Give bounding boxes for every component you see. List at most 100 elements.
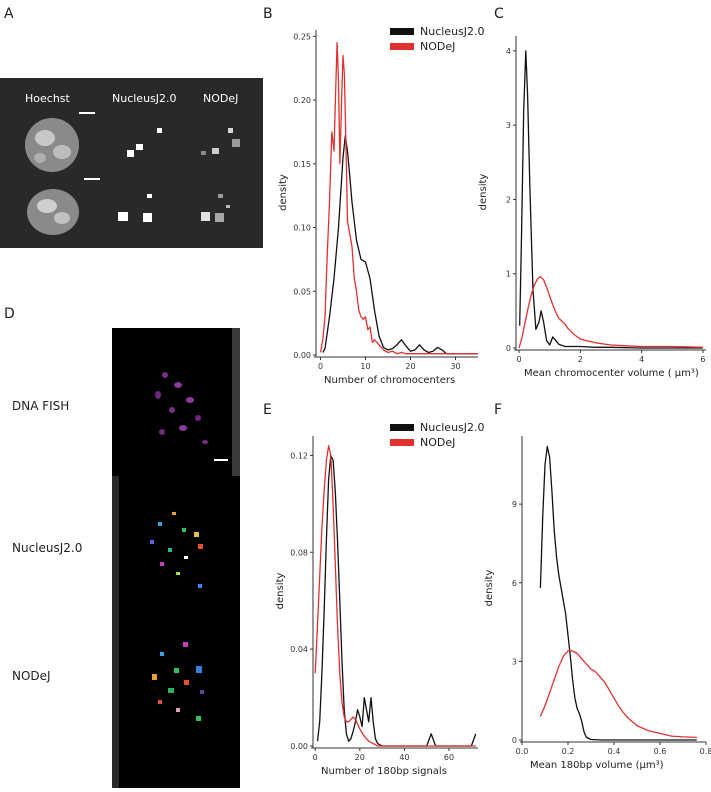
- fish-signal: [155, 391, 161, 399]
- series-line-nodej: [518, 276, 703, 349]
- segmented-spot: [160, 562, 164, 566]
- y-axis-label: density: [478, 174, 489, 211]
- y-tick-label: 2: [506, 195, 511, 204]
- y-tick-label: 4: [506, 47, 511, 56]
- nucleus-image: [27, 189, 79, 235]
- segmented-spot: [174, 668, 179, 673]
- segmented-spot: [184, 680, 189, 685]
- series-line-nucleusj: [539, 445, 697, 741]
- y-tick-label: 0.15: [293, 160, 311, 169]
- y-tick-label: 9: [512, 500, 517, 509]
- nucleus-image: [25, 118, 79, 172]
- x-tick-label: 0.8: [700, 747, 711, 756]
- segmented-spot: [157, 128, 162, 133]
- chromocenter-spot: [35, 130, 55, 146]
- segmented-spot: [215, 213, 224, 222]
- segmented-spot: [176, 708, 180, 712]
- y-tick-label: 0.20: [293, 96, 311, 105]
- panel-letter-e: E: [263, 402, 272, 418]
- legend-label-nodej: NODeJ: [420, 436, 455, 449]
- segmented-spot: [160, 652, 164, 656]
- segmented-spot: [198, 584, 202, 588]
- scale-bar: [214, 459, 228, 461]
- x-tick-label: 6: [700, 355, 705, 364]
- panel-letter-d: D: [4, 306, 15, 322]
- y-tick-label: 0.00: [293, 351, 311, 360]
- scale-bar: [79, 112, 95, 114]
- y-tick-label: 0.04: [290, 645, 308, 654]
- row-label-dna-fish: DNA FISH: [12, 399, 69, 413]
- chart-c: 0 2 4 6 0 1 2 3 4 Mean chromocenter volume ( μm³)…: [478, 36, 706, 379]
- fish-signal: [174, 382, 182, 388]
- segmented-spot: [198, 544, 203, 549]
- scale-bar: [84, 178, 100, 180]
- x-tick-label: 4: [639, 355, 644, 364]
- segmented-spot: [226, 205, 230, 208]
- legend-label-nucleusj: NucleusJ2.0: [420, 421, 485, 434]
- series-line-nucleusj: [519, 50, 703, 349]
- segmented-spot: [201, 151, 206, 155]
- x-axis-label: Mean chromocenter volume ( μm³): [524, 368, 699, 379]
- x-tick-label: 20: [355, 753, 365, 762]
- legend-swatch-nucleusj: [390, 424, 414, 431]
- panel-letter-f: F: [494, 402, 502, 418]
- segmented-spot: [158, 522, 162, 526]
- fish-signal: [179, 425, 187, 431]
- segmented-spot: [194, 532, 199, 537]
- x-tick-label: 30: [450, 362, 460, 371]
- legend-label-nucleusj: NucleusJ2.0: [420, 25, 485, 38]
- segmented-spot: [212, 148, 219, 154]
- segmented-spot: [172, 512, 176, 515]
- fish-signal: [169, 407, 175, 413]
- y-axis-label: density: [275, 573, 286, 610]
- chart-f: 0.0 0.2 0.4 0.6 0.8 0 3 6 9 Mean 180bp volume (μm…: [484, 436, 711, 771]
- legend-swatch-nucleusj: [390, 28, 414, 35]
- chromocenter-spot: [53, 145, 71, 159]
- micro-label-hoechst: Hoechst: [25, 92, 71, 105]
- y-tick-label: 0: [506, 344, 511, 353]
- panel-d-micrograph: DNA FISH NucleusJ2.0 NODeJ: [12, 328, 240, 788]
- image-border: [112, 476, 119, 788]
- series-line-nucleusj: [322, 135, 478, 355]
- segmented-spot: [127, 150, 134, 157]
- segmented-spot: [183, 642, 188, 647]
- y-tick-label: 0.25: [293, 32, 311, 41]
- panel-letter-b: B: [263, 6, 273, 22]
- x-tick-label: 0.2: [562, 747, 575, 756]
- segmented-spot: [228, 128, 233, 133]
- chromocenter-spot: [54, 212, 70, 224]
- y-tick-label: 0.10: [293, 224, 311, 233]
- x-tick-label: 60: [444, 753, 454, 762]
- x-tick-label: 0: [313, 753, 318, 762]
- fish-signal: [159, 429, 165, 435]
- segmented-spot: [200, 690, 204, 694]
- series-line-nodej: [314, 445, 476, 747]
- fish-signal: [195, 415, 201, 421]
- fish-signal: [186, 397, 194, 403]
- fish-image-column: [112, 328, 240, 788]
- segmented-spot: [150, 540, 154, 544]
- x-tick-label: 2: [578, 355, 583, 364]
- segmented-spot: [218, 194, 223, 198]
- x-tick-label: 0.0: [516, 747, 529, 756]
- row-label-nodej: NODeJ: [12, 669, 51, 683]
- x-tick-label: 0: [517, 355, 522, 364]
- y-axis-label: density: [278, 174, 289, 211]
- image-border: [232, 328, 240, 476]
- chromocenter-spot: [37, 199, 57, 213]
- y-tick-label: 0.12: [290, 451, 308, 460]
- y-tick-label: 0.08: [290, 548, 308, 557]
- segmented-spot: [152, 674, 157, 680]
- series-line-nodej: [539, 650, 697, 739]
- legend-swatch-nodej: [390, 439, 414, 446]
- chart-b: 0 10 20 30 0.00 0.05 0.10 0.15 0.20 0.25 Number of…: [278, 30, 478, 386]
- x-tick-label: 10: [360, 362, 370, 371]
- legend-b: NucleusJ2.0 NODeJ: [390, 25, 485, 53]
- segmented-spot: [196, 666, 202, 673]
- y-tick-label: 0.05: [293, 287, 311, 296]
- segmented-spot: [168, 688, 174, 693]
- segmented-spot: [118, 212, 128, 221]
- y-tick-label: 6: [512, 579, 517, 588]
- chart-e: 0 20 40 60 0.00 0.04 0.08 0.12 Number of 180bp s…: [275, 436, 478, 777]
